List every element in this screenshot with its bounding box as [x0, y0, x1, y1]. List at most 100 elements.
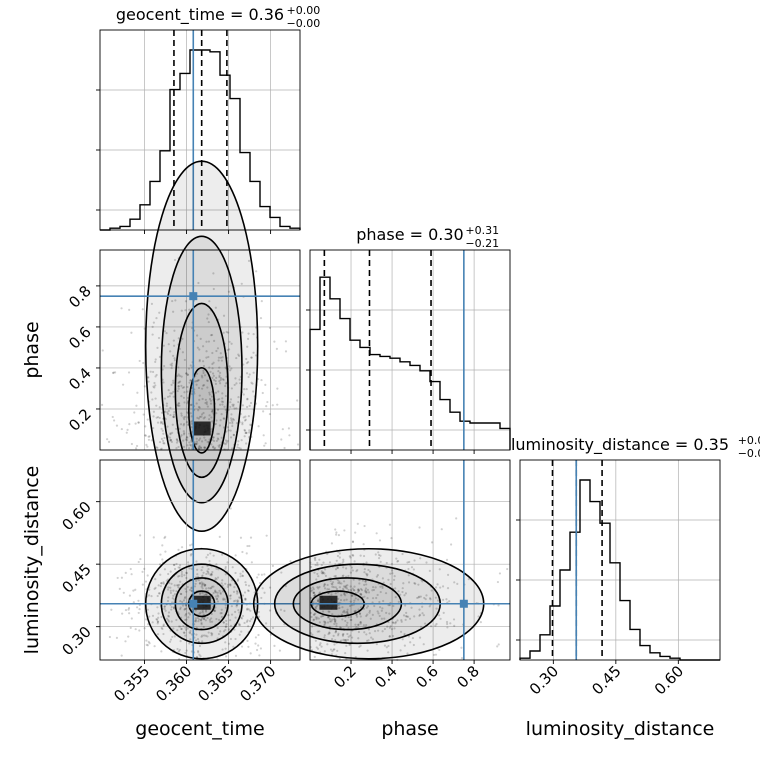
sample-point: [241, 331, 244, 334]
sample-point: [187, 611, 190, 615]
sample-point: [333, 620, 337, 623]
sample-point: [355, 570, 358, 573]
sample-point: [366, 588, 370, 591]
sample-point: [265, 534, 268, 537]
sample-point: [207, 631, 210, 634]
sample-point: [209, 402, 213, 405]
sample-point: [330, 637, 334, 641]
sample-point: [218, 374, 221, 377]
sample-point: [313, 655, 316, 658]
sample-point: [190, 366, 194, 369]
sample-point: [440, 528, 443, 531]
sample-point: [185, 649, 188, 652]
sample-point: [333, 575, 336, 578]
sample-point: [233, 407, 236, 410]
sample-point: [413, 559, 416, 562]
sample-point: [236, 592, 239, 595]
sample-point: [134, 588, 137, 591]
sample-point: [198, 612, 201, 615]
sample-point: [185, 590, 188, 593]
sample-point: [316, 616, 319, 619]
sample-point: [156, 622, 159, 625]
sample-point: [245, 372, 249, 375]
sample-point: [333, 622, 336, 626]
sample-point: [141, 308, 144, 311]
sample-point: [365, 574, 369, 577]
sample-point: [364, 589, 367, 592]
sample-point: [215, 376, 218, 380]
sample-point: [368, 632, 371, 635]
sample-point: [169, 586, 172, 589]
sample-point: [330, 653, 333, 656]
sample-point: [341, 618, 344, 621]
sample-point: [354, 531, 357, 534]
sample-point: [203, 436, 206, 439]
sample-point: [248, 544, 251, 548]
sample-point: [337, 607, 340, 610]
sample-point: [151, 370, 155, 374]
sample-point: [221, 648, 224, 651]
sample-point: [224, 366, 227, 369]
sample-point: [146, 376, 149, 379]
sample-point: [247, 645, 250, 648]
sample-point: [205, 356, 208, 359]
sample-point: [183, 607, 187, 611]
x-tick-label-luminosity_distance-2: 0.60: [651, 662, 687, 698]
sample-point: [190, 589, 194, 592]
sample-point: [205, 593, 208, 596]
sample-point: [158, 416, 161, 420]
sample-point: [159, 422, 163, 425]
sample-point: [240, 630, 243, 633]
sample-point: [412, 643, 415, 647]
sample-point: [405, 611, 408, 614]
sample-point: [178, 374, 182, 377]
sample-point: [234, 637, 237, 641]
sample-point: [175, 438, 179, 441]
sample-point: [224, 382, 228, 385]
sample-point: [188, 447, 191, 450]
sample-point: [161, 558, 164, 561]
sample-point: [189, 420, 192, 423]
sample-point: [225, 623, 228, 626]
sample-point: [403, 644, 406, 647]
sample-point: [263, 591, 266, 594]
sample-point: [161, 429, 164, 432]
sample-point: [252, 371, 255, 374]
sample-point: [323, 623, 326, 626]
sample-point: [340, 639, 343, 642]
sample-point: [198, 444, 201, 448]
sample-point: [343, 609, 346, 612]
sample-point: [161, 421, 164, 424]
sample-point: [323, 583, 326, 586]
sample-point: [178, 404, 181, 407]
sample-point: [316, 572, 319, 576]
sample-point: [417, 583, 420, 586]
sample-point: [232, 418, 236, 421]
sample-point: [153, 381, 156, 385]
sample-point: [158, 406, 161, 409]
sample-point: [353, 585, 356, 588]
sample-point: [392, 604, 395, 608]
sample-point: [230, 387, 233, 390]
sample-point: [232, 433, 236, 437]
sample-point: [189, 631, 192, 635]
sample-point: [342, 560, 345, 563]
sample-point: [364, 590, 367, 593]
sample-point: [239, 536, 243, 539]
sample-point: [224, 442, 227, 446]
sample-point: [198, 592, 202, 596]
sample-point: [390, 627, 394, 631]
sample-point: [316, 630, 319, 633]
sample-point: [155, 316, 158, 320]
sample-point: [334, 629, 338, 633]
sample-point: [144, 580, 148, 583]
sample-point: [234, 599, 237, 602]
sample-point: [227, 429, 230, 432]
sample-point: [212, 436, 215, 439]
sample-point: [350, 566, 354, 569]
sample-point: [211, 410, 214, 413]
sample-point: [156, 594, 159, 598]
sample-point: [254, 354, 258, 357]
sample-point: [252, 333, 255, 336]
sample-point: [224, 567, 227, 570]
